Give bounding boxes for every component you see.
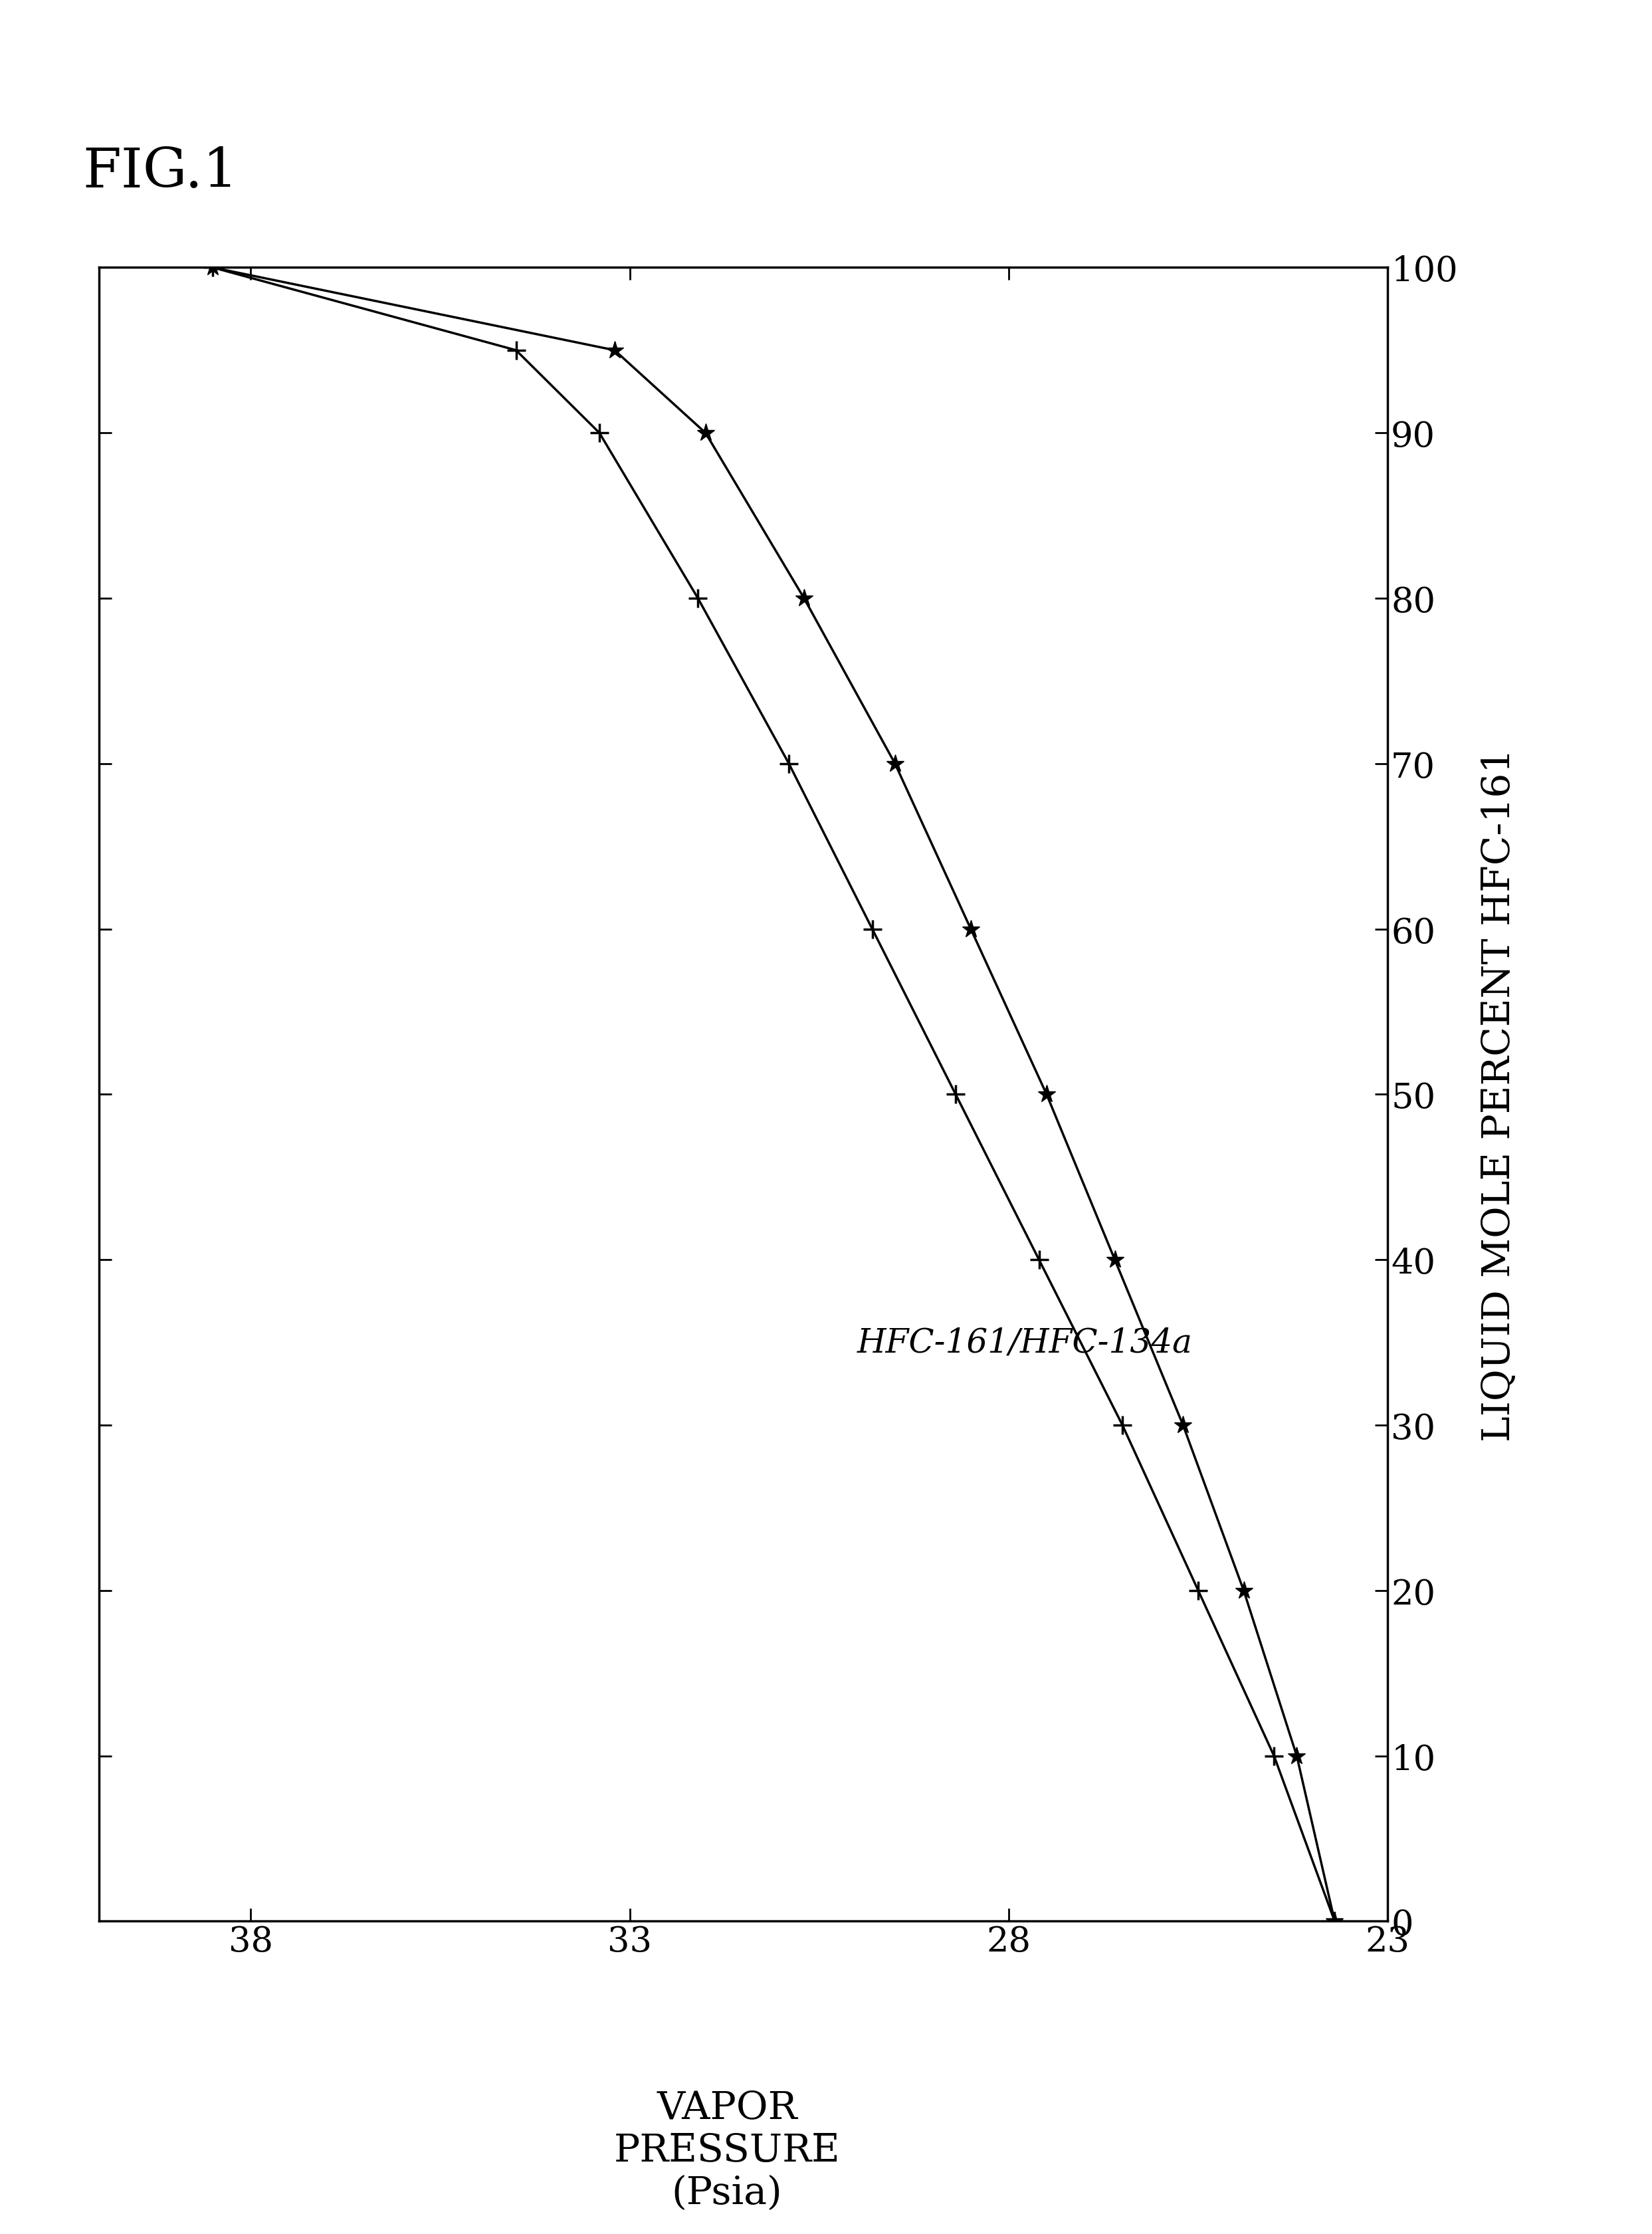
Text: VAPOR
PRESSURE
(Psia): VAPOR PRESSURE (Psia) — [613, 2089, 841, 2212]
Text: HFC-161/HFC-134a: HFC-161/HFC-134a — [857, 1327, 1193, 1358]
Text: FIG.1: FIG.1 — [83, 145, 238, 199]
Y-axis label: LIQUID MOLE PERCENT HFC-161: LIQUID MOLE PERCENT HFC-161 — [1480, 748, 1518, 1441]
